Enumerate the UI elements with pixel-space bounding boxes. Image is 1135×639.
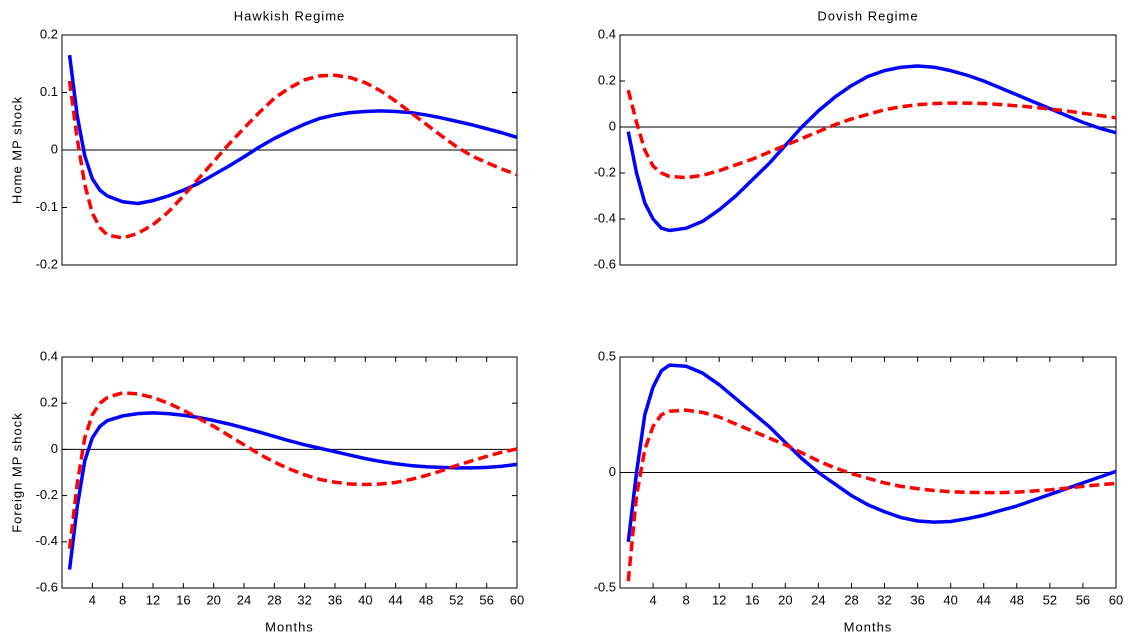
y-tick-label: -0.4 xyxy=(594,210,616,225)
y-tick-label: 0 xyxy=(51,141,58,156)
x-tick-label: 40 xyxy=(358,592,372,607)
series-line xyxy=(626,64,1117,233)
series-line xyxy=(626,363,1117,543)
plot-frame xyxy=(61,356,518,589)
y-tick-label: 0.4 xyxy=(598,26,616,41)
x-tick-label: 32 xyxy=(297,592,311,607)
y-tick-label: 0.5 xyxy=(598,348,616,363)
y-tick-label: -0.2 xyxy=(36,487,58,502)
x-tick-label: 40 xyxy=(943,592,957,607)
x-tick-label: 60 xyxy=(1109,592,1123,607)
y-tick-label: -0.2 xyxy=(594,164,616,179)
y-tick-label: -0.1 xyxy=(36,199,58,214)
series-line xyxy=(67,391,518,549)
x-tick-label: 28 xyxy=(267,592,281,607)
x-tick-label: 4 xyxy=(89,592,96,607)
x-tick-label: 48 xyxy=(419,592,433,607)
panel-title: Hawkish Regime xyxy=(234,8,346,23)
x-tick-label: 36 xyxy=(910,592,924,607)
y-axis-label: Home MP shock xyxy=(9,96,24,204)
x-tick-label: 44 xyxy=(976,592,990,607)
x-tick-label: 20 xyxy=(778,592,792,607)
x-tick-label: 4 xyxy=(649,592,656,607)
y-tick-label: -0.5 xyxy=(594,579,616,594)
y-tick-label: -0.6 xyxy=(594,256,616,271)
y-tick-label: 0.2 xyxy=(40,395,58,410)
x-axis-label: Months xyxy=(844,619,893,634)
x-tick-label: 48 xyxy=(1010,592,1024,607)
x-tick-label: 12 xyxy=(146,592,160,607)
x-tick-label: 32 xyxy=(877,592,891,607)
series-line xyxy=(67,73,518,240)
series-line xyxy=(626,89,1117,180)
x-axis-label: Months xyxy=(265,619,314,634)
x-tick-label: 56 xyxy=(479,592,493,607)
y-tick-label: -0.6 xyxy=(36,579,58,594)
x-tick-label: 8 xyxy=(119,592,126,607)
x-tick-label: 20 xyxy=(206,592,220,607)
x-tick-label: 12 xyxy=(712,592,726,607)
x-tick-label: 16 xyxy=(176,592,190,607)
x-tick-label: 28 xyxy=(844,592,858,607)
y-tick-label: 0 xyxy=(51,441,58,456)
y-tick-label: 0 xyxy=(609,118,616,133)
y-tick-label: -0.2 xyxy=(36,256,58,271)
x-tick-label: 24 xyxy=(811,592,825,607)
x-tick-label: 36 xyxy=(328,592,342,607)
y-axis-label: Foreign MP shock xyxy=(9,412,24,533)
panel-title: Dovish Regime xyxy=(817,8,918,23)
x-tick-label: 52 xyxy=(449,592,463,607)
y-tick-label: 0.4 xyxy=(40,348,58,363)
x-tick-label: 60 xyxy=(510,592,524,607)
y-tick-label: 0.1 xyxy=(40,84,58,99)
series-line xyxy=(67,54,518,206)
x-tick-label: 24 xyxy=(237,592,251,607)
series-line xyxy=(626,408,1117,582)
x-tick-label: 16 xyxy=(745,592,759,607)
y-tick-label: 0.2 xyxy=(40,26,58,41)
series-line xyxy=(67,411,518,570)
x-tick-label: 56 xyxy=(1076,592,1090,607)
y-tick-label: 0.2 xyxy=(598,72,616,87)
x-tick-label: 52 xyxy=(1043,592,1057,607)
x-tick-label: 8 xyxy=(683,592,690,607)
y-tick-label: 0 xyxy=(609,464,616,479)
plot-frame xyxy=(619,34,1117,266)
x-tick-label: 44 xyxy=(388,592,402,607)
y-tick-label: -0.4 xyxy=(36,533,58,548)
